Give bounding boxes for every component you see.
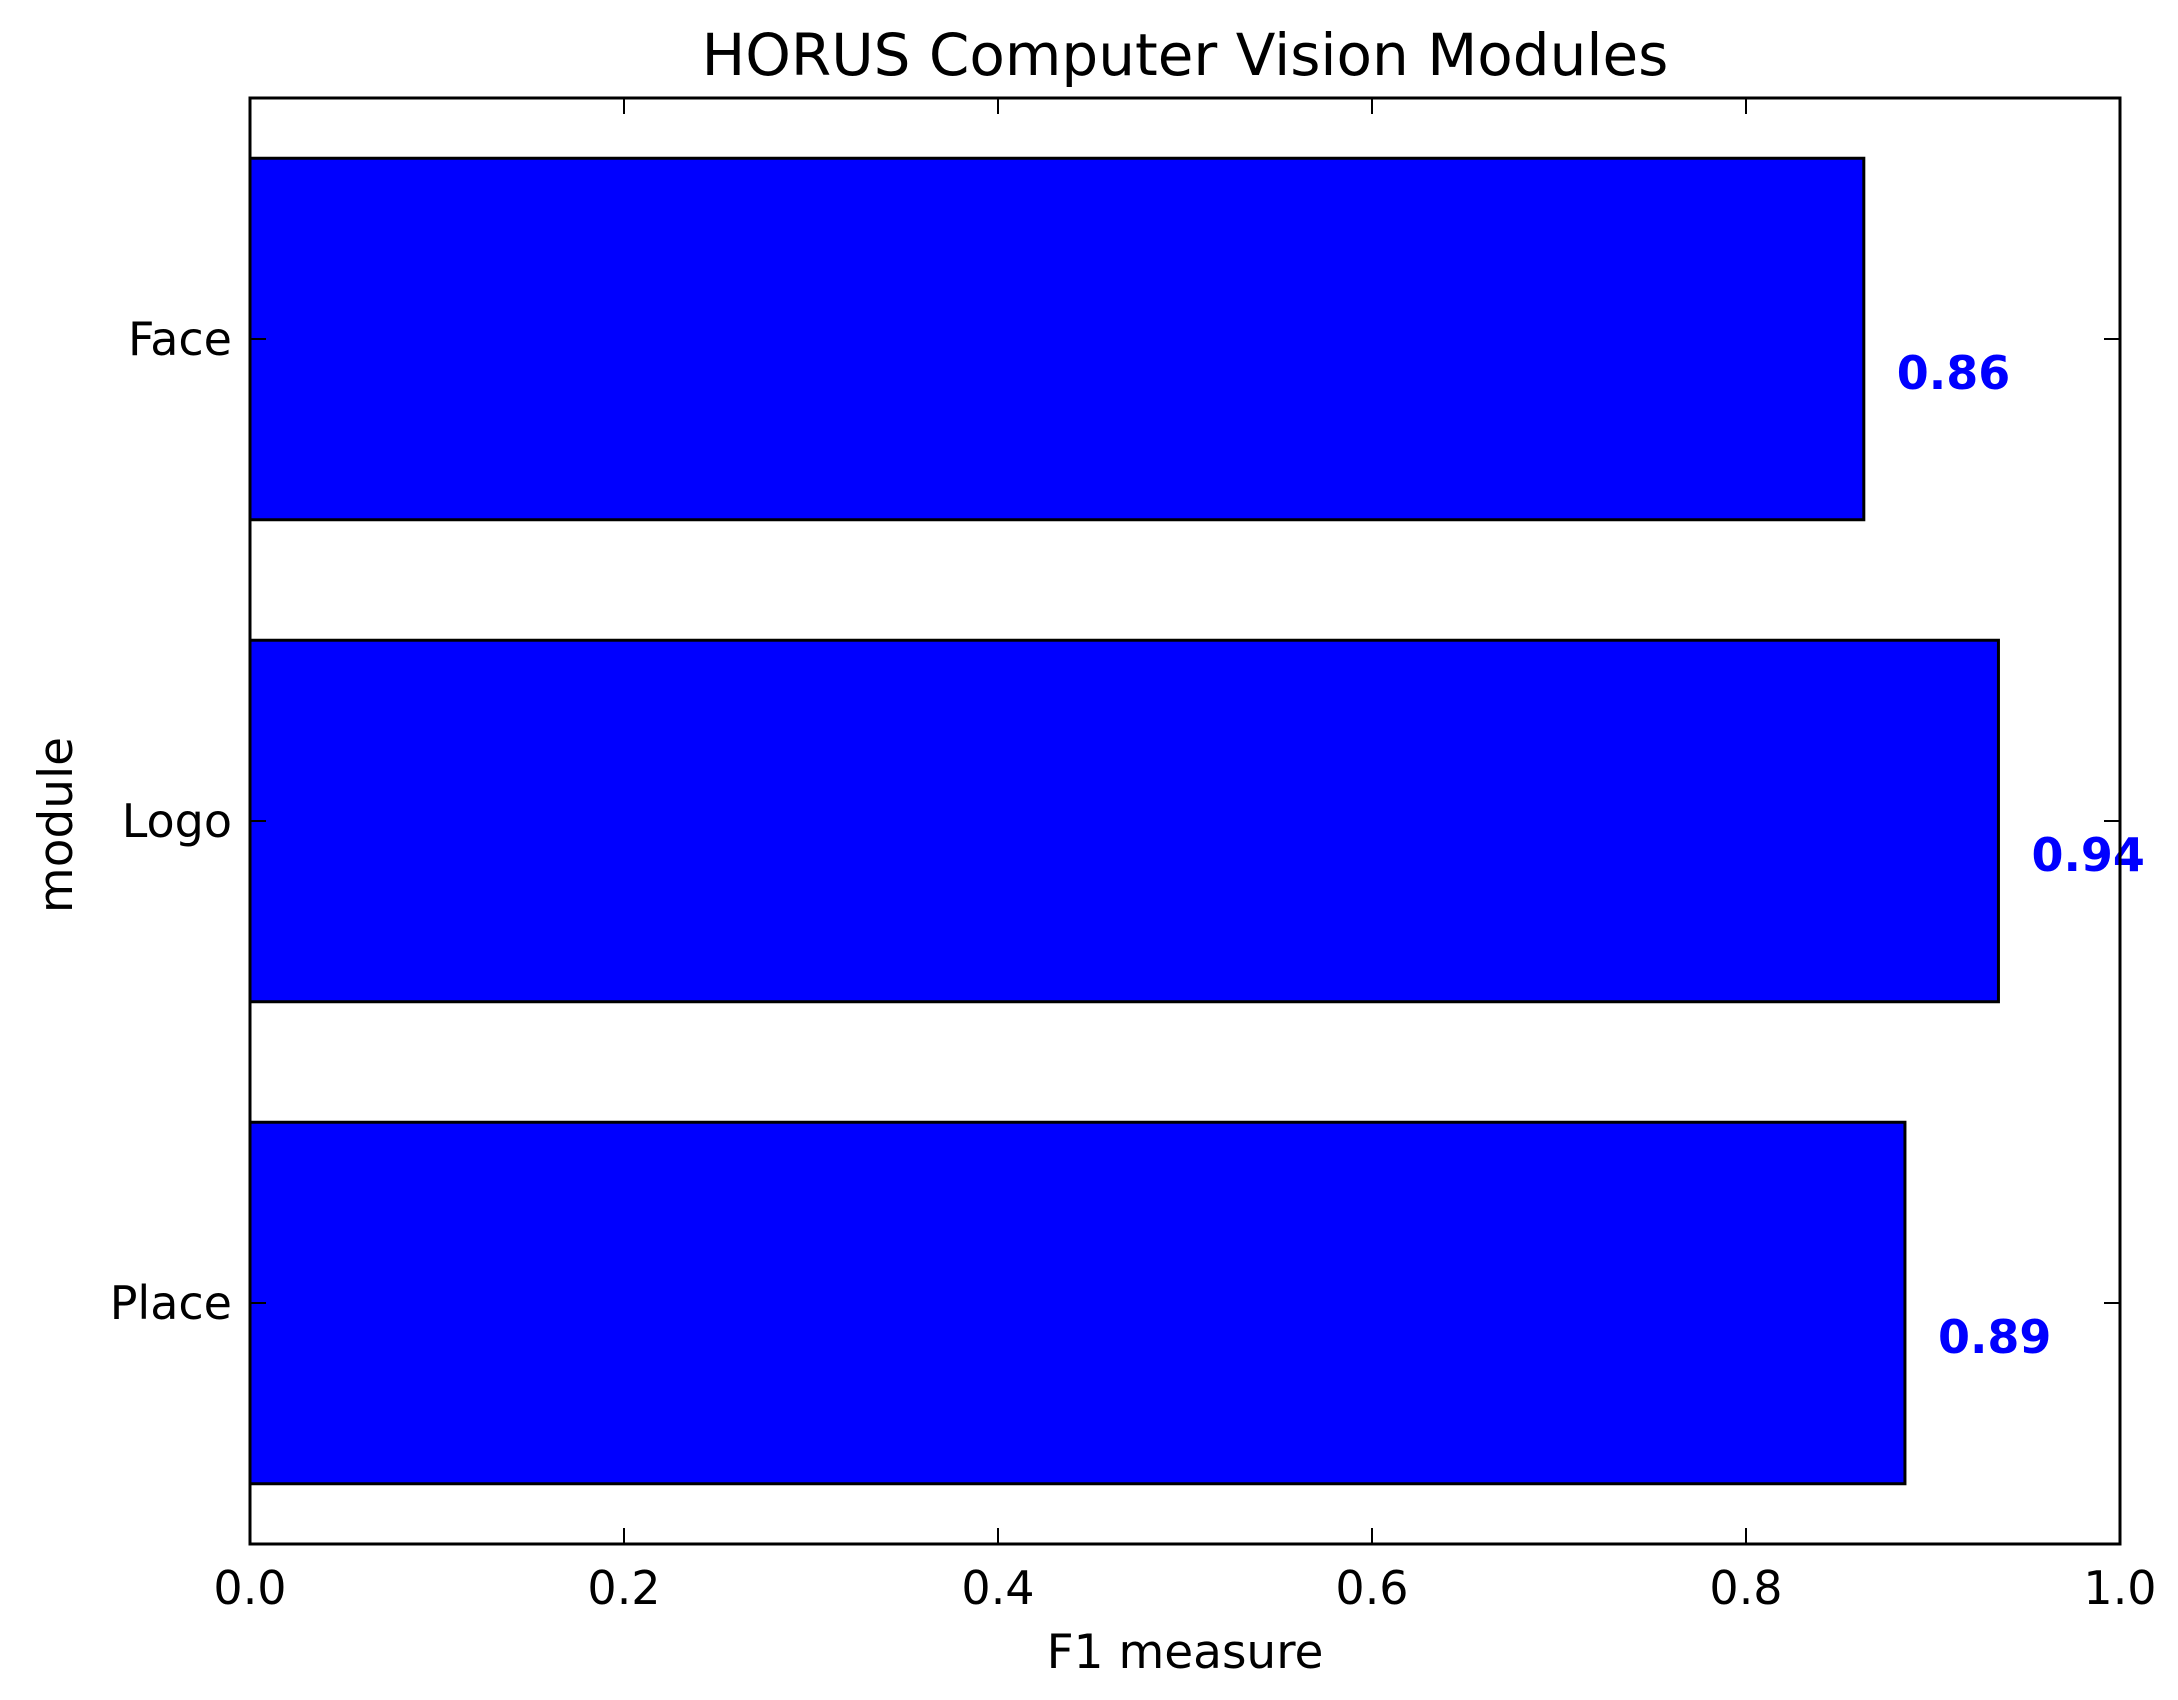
data-label-logo: 0.94 <box>2031 828 2145 882</box>
bar-logo <box>248 638 2000 1004</box>
labels-group: 0.86 Face 0.94 Logo 0.89 Place 0.0 0.2 0.4 0.6 0.8… <box>110 312 2157 1615</box>
y-tick-label-place: Place <box>110 1276 232 1330</box>
data-label-place: 0.89 <box>1938 1310 2052 1364</box>
x-tick-label-5: 1.0 <box>2083 1561 2156 1615</box>
chart-title: HORUS Computer Vision Modules <box>702 21 1669 89</box>
plot-frame <box>248 96 2122 1546</box>
bar-place <box>248 1120 1907 1486</box>
bars-group <box>248 156 2000 1486</box>
data-label-face: 0.86 <box>1897 346 2011 400</box>
x-axis-label: F1 measure <box>1047 1625 1324 1680</box>
x-tick-label-3: 0.6 <box>1335 1561 1408 1615</box>
y-axis-label: module <box>29 737 84 913</box>
y-tick-label-face: Face <box>128 312 232 366</box>
x-tick-label-0: 0.0 <box>213 1561 286 1615</box>
y-tick-label-logo: Logo <box>122 794 232 848</box>
bar-face <box>248 156 1866 522</box>
x-tick-label-1: 0.2 <box>587 1561 660 1615</box>
x-tick-label-2: 0.4 <box>961 1561 1034 1615</box>
x-tick-label-4: 0.8 <box>1709 1561 1782 1615</box>
